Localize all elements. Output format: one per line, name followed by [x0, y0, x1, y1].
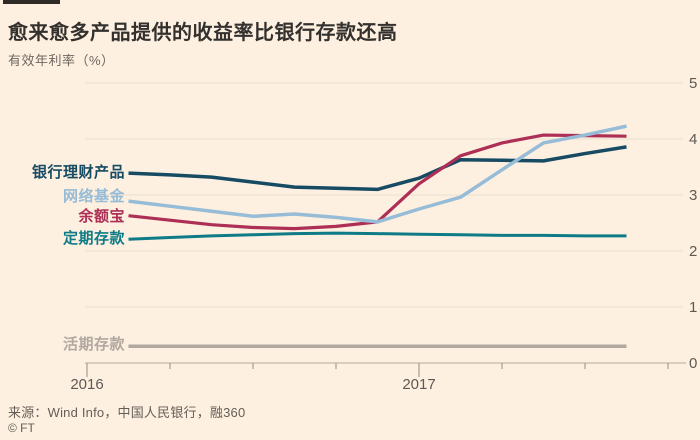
series-label-demand-deposits: 活期存款	[62, 336, 125, 353]
series-label-online-funds: 网络基金	[62, 188, 125, 205]
ft-copyright: © FT	[8, 421, 35, 435]
y-axis-tick-label-5: 5	[689, 75, 697, 92]
y-axis-tick-label-3: 3	[689, 187, 697, 204]
chart-title: 愈来愈多产品提供的收益率比银行存款还高	[8, 22, 398, 44]
series-label-bank-wealth-products: 银行理财产品	[31, 164, 125, 181]
series-label-yuebao: 余额宝	[78, 208, 125, 225]
x-axis-label-2016: 2016	[70, 376, 104, 393]
series-line-time-deposit	[128, 231, 627, 241]
y-axis-tick-label-4: 4	[689, 131, 697, 148]
series-label-time-deposits: 定期存款	[62, 230, 125, 247]
ft-accent-bar	[3, 0, 60, 4]
y-axis-tick-label-2: 2	[689, 243, 697, 260]
chart-subtitle: 有效年利率（%）	[8, 53, 115, 68]
series-line-yuebao	[128, 133, 627, 231]
y-axis-tick-label-0: 0	[689, 355, 697, 372]
x-axis-label-2017: 2017	[402, 376, 436, 393]
series-line-bank-wmp	[128, 145, 627, 192]
y-axis-tick-label-1: 1	[689, 299, 697, 316]
source-note: 来源：Wind Info，中国人民银行，融360	[8, 405, 246, 420]
series-line-online-funds	[128, 124, 627, 224]
